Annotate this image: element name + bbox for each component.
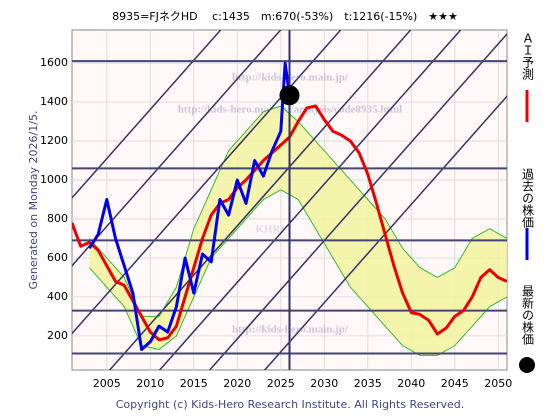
y-tick-label: 1200 [40,134,68,147]
legend-label: ＡＩ予測 [521,32,535,81]
y-axis-label: Generated on Monday 2026/1/5. [27,111,40,290]
legend-label: 最新の株価 [521,285,535,345]
guide-line [208,32,507,370]
guide-line [158,30,462,370]
guide-line [72,30,222,200]
legend-swatch [519,357,535,373]
y-tick-label: 200 [47,329,68,342]
x-tick-label: 2045 [441,377,469,390]
y-tick-label: 800 [47,212,68,225]
guide-line [72,30,342,335]
latest-point [279,85,300,106]
y-tick-label: 600 [47,251,68,264]
x-tick-label: 2035 [354,377,382,390]
guide-line [108,30,412,370]
band-line [89,189,507,356]
y-tick-label: 400 [47,290,68,303]
footer: Copyright (c) Kids-Hero Research Institu… [116,398,465,411]
y-tick-label: 1600 [40,56,68,69]
watermark: KHRI [255,224,284,236]
y-tick-label: 1000 [40,173,68,186]
x-tick-label: 2030 [310,377,338,390]
y-tick-label: 1400 [40,95,68,108]
guide-line [72,30,282,267]
x-tick-label: 2020 [223,377,251,390]
chart-title: 8935=FJネクHD c:1435 m:670(-53%) t:1216(-1… [112,10,458,23]
guide-line [263,95,507,370]
series-line [88,61,291,352]
x-tick-label: 2025 [267,377,295,390]
legend-label: 過去の株価 [521,168,535,228]
plot: http://kids-hero.main.jp/http://kids-her… [72,30,507,370]
x-tick-label: 2005 [93,377,121,390]
x-tick-label: 2015 [180,377,208,390]
x-tick-label: 2040 [397,377,425,390]
x-tick-label: 2010 [136,377,164,390]
x-tick-label: 2050 [484,377,512,390]
